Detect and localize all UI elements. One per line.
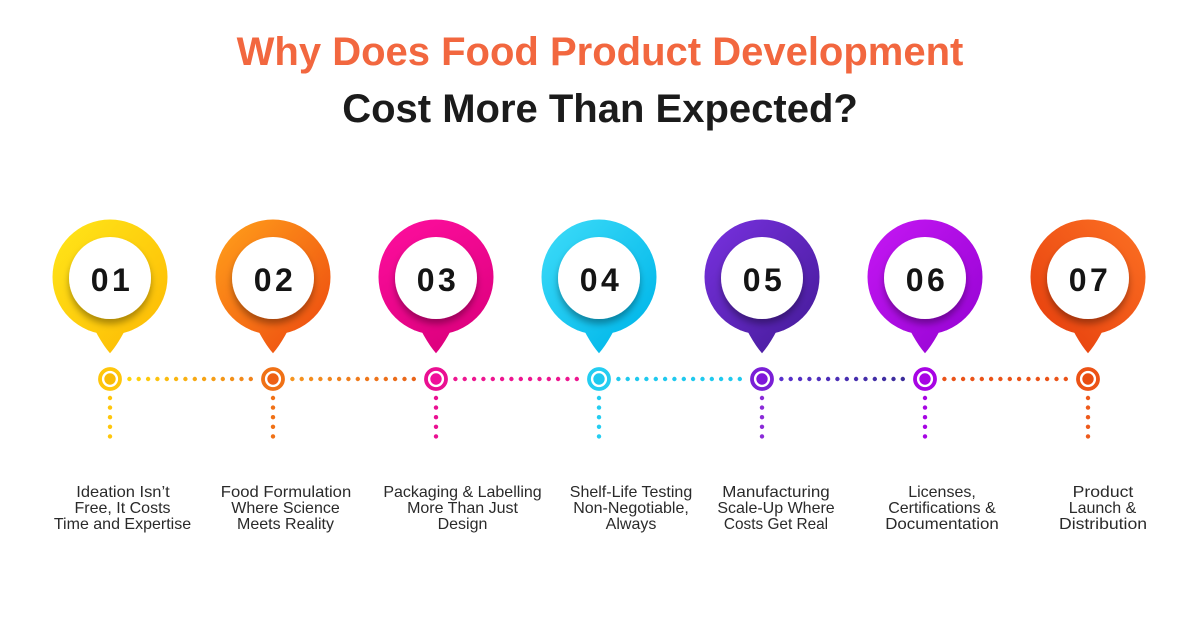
svg-text:02: 02 bbox=[254, 262, 297, 298]
svg-text:07: 07 bbox=[1069, 262, 1112, 298]
svg-text:01: 01 bbox=[91, 262, 134, 298]
svg-text:06: 06 bbox=[906, 262, 949, 298]
svg-text:04: 04 bbox=[580, 262, 623, 298]
svg-text:03: 03 bbox=[417, 262, 460, 298]
svg-text:05: 05 bbox=[743, 262, 786, 298]
